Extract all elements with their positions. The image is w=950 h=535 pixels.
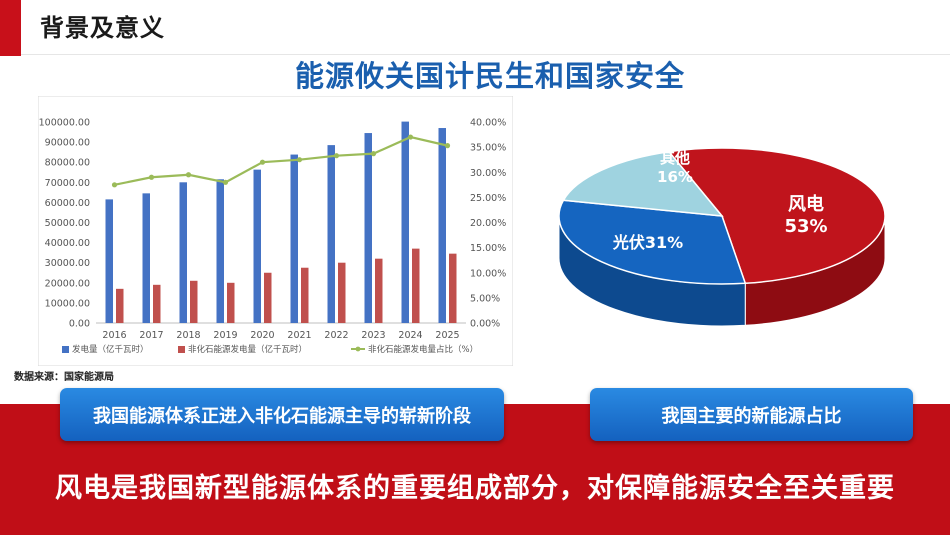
y-left-tick-label: 90000.00: [45, 138, 90, 149]
main-title: 能源攸关国计民生和国家安全: [294, 59, 685, 93]
x-tick-label: 2022: [324, 330, 348, 341]
line-point: [222, 179, 229, 185]
pie-slice-top: [562, 150, 724, 217]
y-right-tick-label: 40.00%: [470, 118, 506, 129]
slide-title: 背景及意义: [40, 14, 165, 42]
pie-slice-label: 光伏31%: [612, 233, 683, 252]
line-nonfossil-share: [114, 135, 448, 186]
y-left-tick-label: 30000.00: [45, 258, 90, 269]
y-right-tick-label: 25.00%: [470, 193, 506, 204]
header-divider: [21, 54, 950, 55]
bar-nonfossil: [412, 248, 420, 323]
bar-generation: [179, 182, 187, 323]
pie-slice-label: 16%: [657, 168, 693, 186]
left-caption-pill: 我国能源体系正进入非化石能源主导的崭新阶段: [60, 388, 504, 441]
bar-generation: [290, 154, 298, 323]
bar-nonfossil: [338, 262, 346, 323]
bar-generation: [142, 193, 150, 323]
pie-slice-top: [667, 147, 886, 285]
pie-slice-top: [558, 199, 747, 285]
bar-generation: [327, 145, 335, 323]
pie-slice-label: 其他: [660, 149, 690, 167]
x-tick-label: 2019: [213, 330, 237, 341]
legend-label: 非化石能源发电量（亿千瓦时）: [188, 344, 307, 355]
bar-nonfossil: [301, 267, 309, 323]
line-point: [333, 153, 340, 159]
x-tick-label: 2025: [435, 330, 459, 341]
x-tick-label: 2024: [398, 330, 422, 341]
bar-nonfossil: [153, 284, 161, 323]
y-left-tick-label: 0.00: [69, 319, 90, 330]
y-left-tick-label: 70000.00: [45, 178, 90, 189]
legend-swatch-marker: [355, 346, 361, 352]
y-left-tick-label: 40000.00: [45, 238, 90, 249]
y-left-tick-label: 60000.00: [45, 198, 90, 209]
line-point: [259, 159, 266, 165]
bar-nonfossil: [449, 253, 457, 323]
bar-generation: [401, 121, 409, 324]
line-point: [444, 143, 451, 149]
bar-nonfossil: [116, 288, 124, 323]
legend-label: 发电量（亿千瓦时）: [72, 344, 149, 355]
legend-label: 非化石能源发电量占比（%）: [368, 344, 478, 355]
y-right-tick-label: 35.00%: [470, 143, 506, 154]
bar-generation: [438, 128, 446, 323]
right-caption-text: 我国主要的新能源占比: [661, 405, 842, 427]
legend-swatch: [62, 346, 69, 353]
y-right-tick-label: 15.00%: [470, 243, 506, 254]
bar-generation: [253, 169, 261, 323]
x-tick-label: 2016: [102, 330, 126, 341]
line-point: [407, 134, 414, 140]
y-left-tick-label: 80000.00: [45, 158, 90, 169]
line-point: [148, 174, 155, 180]
pie-slice-label: 53%: [784, 216, 827, 237]
y-right-tick-label: 20.00%: [470, 218, 506, 229]
y-right-tick-label: 30.00%: [470, 168, 506, 179]
bar-generation: [216, 179, 224, 323]
y-right-tick-label: 5.00%: [470, 293, 500, 304]
bar-nonfossil: [190, 280, 198, 323]
bottom-statement: 风电是我国新型能源体系的重要组成部分，对保障能源安全至关重要: [55, 473, 895, 504]
x-tick-label: 2018: [176, 330, 200, 341]
y-right-tick-label: 10.00%: [470, 268, 506, 279]
right-caption-pill: 我国主要的新能源占比: [590, 388, 913, 441]
x-tick-label: 2021: [287, 330, 311, 341]
bar-nonfossil: [227, 282, 235, 323]
y-left-tick-label: 10000.00: [45, 298, 90, 309]
bar-nonfossil: [264, 272, 272, 323]
bar-generation: [364, 133, 372, 323]
line-point: [185, 172, 192, 178]
line-point: [296, 157, 303, 163]
bar-line-chart: 0.00 10000.00 20000.00 30000.00 40000.00 5000…: [38, 96, 513, 366]
line-point: [111, 182, 118, 188]
legend-swatch: [178, 346, 185, 353]
pie-slice-label: 风电: [788, 193, 824, 215]
y-left-tick-label: 20000.00: [45, 278, 90, 289]
x-tick-label: 2020: [250, 330, 274, 341]
accent-bar: [0, 0, 21, 56]
bar-generation: [105, 199, 113, 323]
y-left-tick-label: 50000.00: [45, 218, 90, 229]
source-note: 数据来源：国家能源局: [14, 372, 114, 383]
y-right-tick-label: 0.00%: [470, 319, 500, 330]
left-caption-text: 我国能源体系正进入非化石能源主导的崭新阶段: [93, 405, 471, 427]
y-left-tick-label: 100000.00: [39, 118, 90, 129]
bar-nonfossil: [375, 258, 383, 323]
line-point: [370, 151, 377, 157]
x-tick-label: 2023: [361, 330, 385, 341]
x-tick-label: 2017: [139, 330, 163, 341]
